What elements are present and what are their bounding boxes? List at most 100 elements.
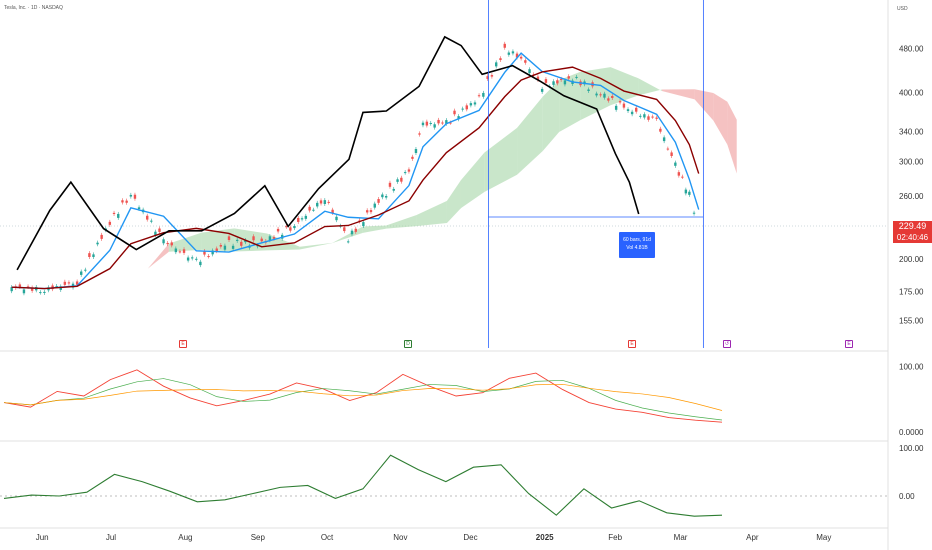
candle-body xyxy=(300,218,304,220)
time-axis-label: Nov xyxy=(393,533,407,542)
candle-body xyxy=(55,286,58,288)
candle-body xyxy=(327,201,330,203)
split-marker[interactable]: ↺ xyxy=(723,340,731,348)
candle-body xyxy=(567,76,570,79)
candle-body xyxy=(174,248,178,253)
price-axis-label: 400.00 xyxy=(899,88,924,97)
candle-body xyxy=(486,76,489,79)
candle-body xyxy=(215,248,218,252)
candle-body xyxy=(158,228,161,232)
ichimoku-cloud-segment xyxy=(115,268,148,287)
candle-body xyxy=(186,257,190,261)
candle-body xyxy=(414,149,418,153)
candle-body xyxy=(524,60,527,63)
time-axis-label: Feb xyxy=(608,533,622,542)
candle-body xyxy=(373,203,376,208)
candle-body xyxy=(162,239,165,244)
price-axis-label: 480.00 xyxy=(899,44,924,53)
candle-body xyxy=(662,137,666,142)
candle-body xyxy=(289,227,292,231)
oscillator-axis-label: 0.00 xyxy=(899,492,915,501)
candle-body xyxy=(308,206,311,211)
candle-body xyxy=(59,286,62,290)
candle-body xyxy=(681,176,684,178)
candle-body xyxy=(490,75,494,77)
candle-body xyxy=(465,105,468,110)
earnings-marker[interactable]: E xyxy=(628,340,636,348)
price-axis-label: 340.00 xyxy=(899,127,924,136)
ichimoku-cloud-segment xyxy=(694,89,714,121)
candle-body xyxy=(461,108,464,110)
rsi-axis-label: 100.00 xyxy=(899,363,924,372)
earnings-marker[interactable]: E xyxy=(179,340,187,348)
ichimoku-cloud-segment xyxy=(638,78,662,96)
ichimoku-cloud-segment xyxy=(517,96,543,175)
candle-body xyxy=(445,120,448,124)
candle-body xyxy=(293,225,296,229)
kijun-sen-line xyxy=(11,66,700,290)
candle-body xyxy=(599,94,602,96)
candle-body xyxy=(433,124,436,128)
candle-body xyxy=(191,257,194,259)
candle-body xyxy=(84,269,87,271)
candle-body xyxy=(377,199,380,203)
earnings-marker[interactable]: E xyxy=(845,340,853,348)
candle-body xyxy=(626,109,630,112)
candle-body xyxy=(392,188,395,191)
candle-body xyxy=(260,238,263,242)
ichimoku-cloud-segment xyxy=(559,71,581,133)
candle-body xyxy=(276,228,280,232)
candle-body xyxy=(635,107,638,112)
candle-body xyxy=(316,202,319,207)
candle-body xyxy=(285,226,288,228)
candle-body xyxy=(137,207,141,210)
time-axis-label: Dec xyxy=(463,533,477,542)
ichimoku-cloud-segment xyxy=(661,89,695,100)
candle-body xyxy=(494,62,498,67)
oscillator-line xyxy=(3,454,723,517)
ichimoku-cloud-segment xyxy=(332,226,363,243)
symbol-info: Tesla, Inc. · 1D · NASDAQ xyxy=(4,5,63,11)
candle-body xyxy=(381,194,384,198)
candle-body xyxy=(559,78,563,80)
candle-body xyxy=(482,92,485,97)
price-axis-label: 300.00 xyxy=(899,158,924,167)
ichimoku-cloud-segment xyxy=(416,200,447,227)
candle-body xyxy=(388,182,392,187)
candle-body xyxy=(178,251,182,253)
candle-body xyxy=(133,194,137,199)
candle-body xyxy=(92,254,95,258)
time-axis-label: May xyxy=(816,533,831,542)
candle-body xyxy=(403,172,407,174)
candle-body xyxy=(666,148,670,150)
candle-body xyxy=(121,200,124,203)
time-axis-label: Mar xyxy=(674,533,688,542)
candle-body xyxy=(125,200,128,203)
candle-body xyxy=(219,245,223,247)
candle-body xyxy=(659,128,662,132)
ichimoku-cloud-segment xyxy=(446,180,461,224)
time-axis-label: 2025 xyxy=(536,533,554,542)
measure-bars: 60 bars, 91d xyxy=(623,237,651,243)
ichimoku-cloud-segment xyxy=(542,80,560,152)
dividend-marker[interactable]: D xyxy=(404,340,412,348)
candle-body xyxy=(528,69,531,74)
currency-label: USD xyxy=(897,6,908,12)
candle-body xyxy=(563,80,567,85)
candle-body xyxy=(231,245,235,249)
time-axis-label: Oct xyxy=(321,533,334,542)
candle-body xyxy=(335,216,338,221)
candle-body xyxy=(252,236,255,241)
candle-body xyxy=(297,217,300,222)
ichimoku-cloud-segment xyxy=(484,127,518,192)
candle-body xyxy=(511,51,515,54)
candle-body xyxy=(651,116,654,118)
measure-label: 60 bars, 91d Vol 4.81B xyxy=(619,232,655,258)
rsi-slow-line xyxy=(3,383,723,411)
candle-body xyxy=(129,194,133,197)
candle-body xyxy=(43,291,46,294)
candle-body xyxy=(647,116,650,120)
candle-body xyxy=(67,282,71,284)
candle-body xyxy=(503,43,506,48)
